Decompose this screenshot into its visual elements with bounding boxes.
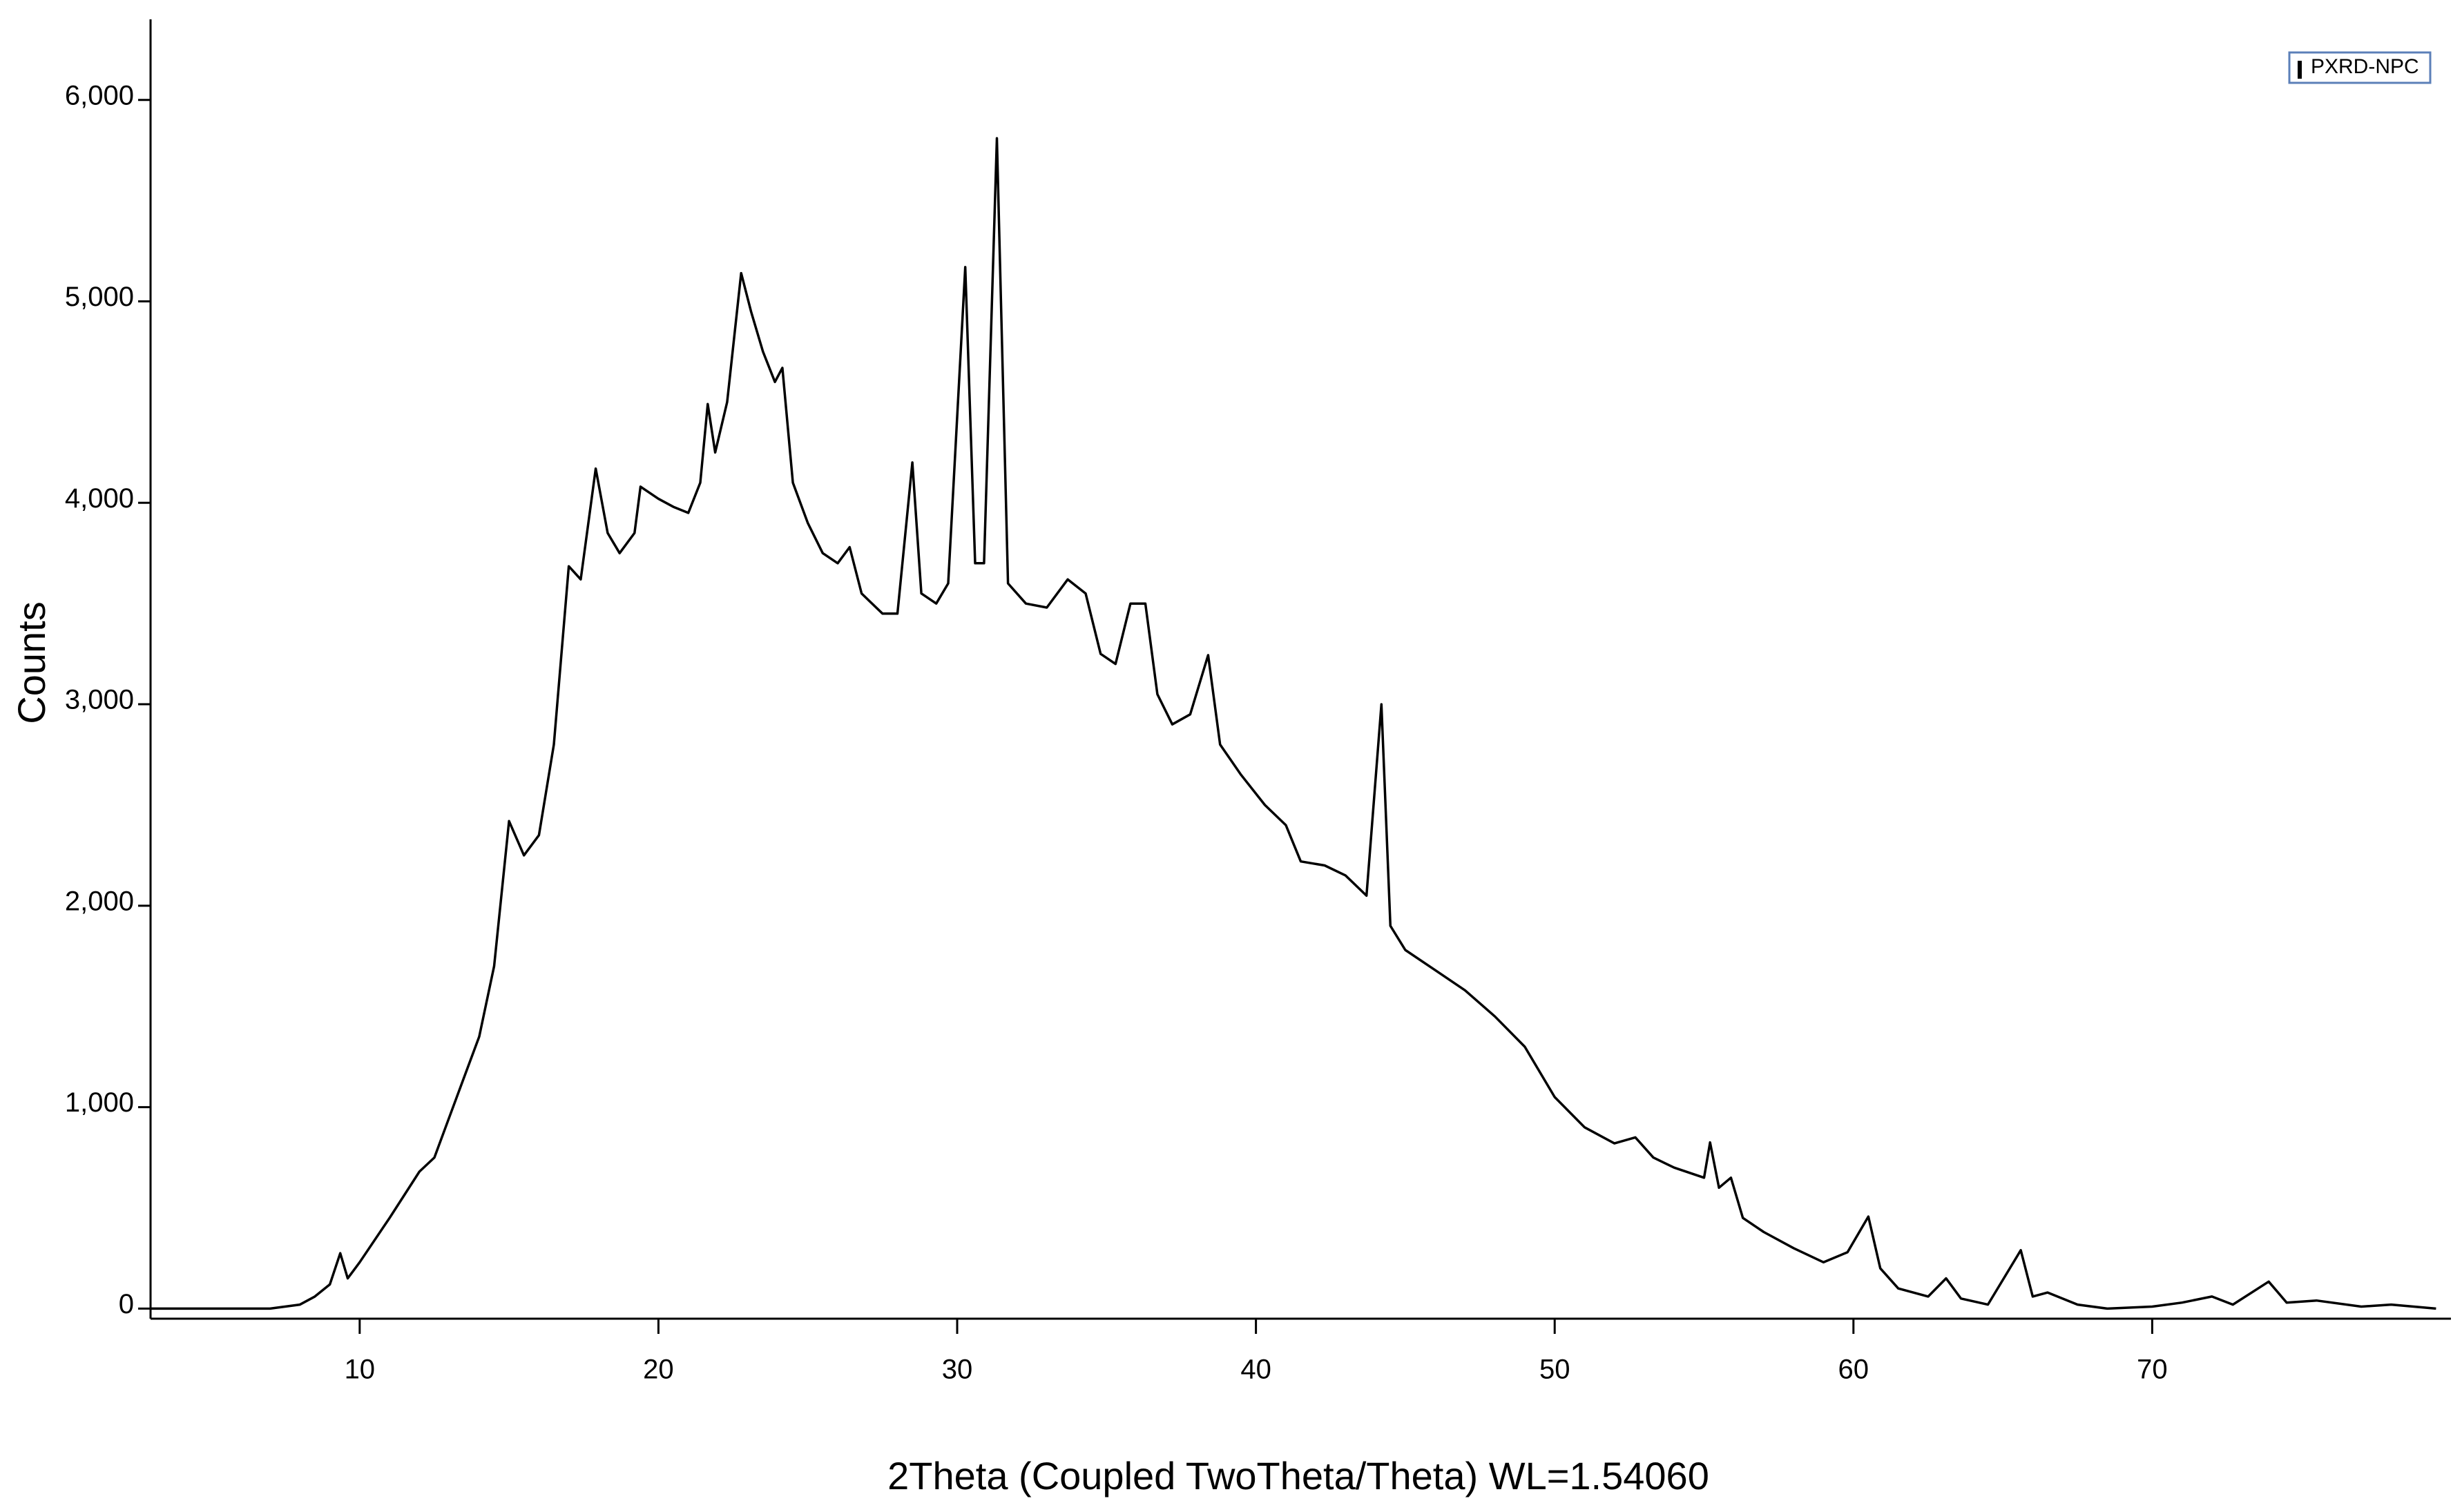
x-tick-label: 30 — [942, 1355, 973, 1385]
x-tick-label: 40 — [1240, 1355, 1271, 1385]
y-tick-label: 5,000 — [65, 282, 134, 312]
legend-box — [2288, 51, 2432, 84]
legend-swatch — [2298, 61, 2302, 79]
x-tick-label: 20 — [643, 1355, 674, 1385]
x-tick-label: 50 — [1539, 1355, 1570, 1385]
y-tick-label: 6,000 — [65, 80, 134, 110]
x-tick-label: 10 — [345, 1355, 376, 1385]
y-axis-title: Counts — [10, 601, 53, 724]
data-line — [151, 137, 2436, 1310]
x-axis-title: 2Theta (Coupled TwoTheta/Theta) WL=1.540… — [887, 1454, 1709, 1498]
x-tick-label: 60 — [1838, 1355, 1869, 1385]
y-tick-label: 2,000 — [65, 886, 134, 916]
y-tick-label: 0 — [119, 1289, 134, 1319]
x-tick-label: 70 — [2137, 1355, 2168, 1385]
y-tick-label: 1,000 — [65, 1087, 134, 1118]
y-tick-label: 4,000 — [65, 483, 134, 514]
legend-label: PXRD-NPC — [2311, 55, 2419, 78]
y-tick-label: 3,000 — [65, 685, 134, 715]
